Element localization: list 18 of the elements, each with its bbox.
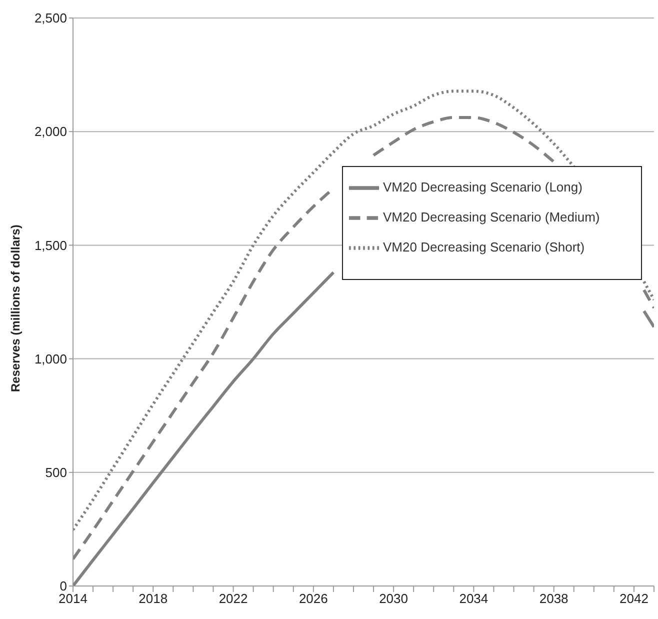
legend-label: VM20 Decreasing Scenario (Medium) (383, 209, 600, 224)
x-tick-label: 2042 (620, 591, 648, 606)
y-tick-label: 2,500 (34, 10, 67, 26)
y-tick-label: 1,500 (34, 238, 67, 253)
x-tick-label: 2038 (539, 591, 568, 606)
x-tick-label: 2026 (298, 591, 328, 606)
legend-label: VM20 Decreasing Scenario (Short) (383, 239, 585, 254)
x-tick-label: 2018 (138, 591, 168, 606)
y-axis-title: Reserves (millions of dollars) (8, 224, 22, 392)
y-tick-label: 2,000 (34, 124, 67, 140)
legend-label: VM20 Decreasing Scenario (Long) (383, 179, 582, 194)
y-tick-label: 1,000 (34, 351, 67, 366)
y-tick-label: 0 (60, 578, 67, 594)
y-tick-label: 500 (45, 465, 67, 480)
x-tick-label: 2014 (58, 591, 88, 606)
x-tick-label: 2022 (218, 591, 248, 606)
x-tick-label: 2030 (379, 591, 408, 606)
x-tick-label: 2034 (459, 591, 488, 606)
